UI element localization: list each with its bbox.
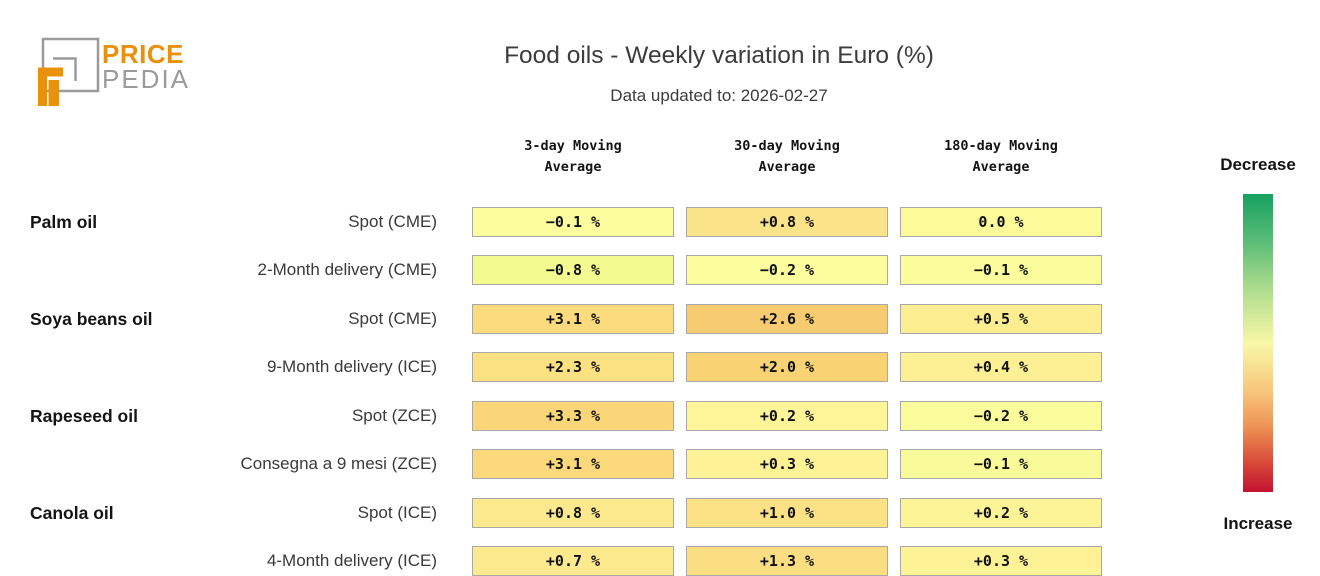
table-row: Canola oil Spot (ICE) +0.8 % +1.0 % +0.2… — [0, 498, 1320, 528]
logo-text-price: PRICE — [102, 39, 184, 69]
column-header-line: 30-day Moving — [734, 138, 840, 154]
group-label-soya-beans-oil: Soya beans oil — [30, 309, 153, 329]
heatmap-cell: +0.8 % — [472, 498, 674, 528]
heatmap-cell: +0.3 % — [900, 546, 1102, 576]
column-header-line: Average — [972, 159, 1030, 175]
logo-gray-corner-icon — [53, 57, 77, 81]
heatmap-cell: 0.0 % — [900, 207, 1102, 237]
heatmap-cell: −0.1 % — [900, 449, 1102, 479]
row-label: Consegna a 9 mesi (ZCE) — [240, 454, 437, 473]
heatmap-cell: −0.1 % — [472, 207, 674, 237]
pricepedia-logo: PRICE PEDIA — [38, 37, 190, 106]
heatmap-cell: +3.3 % — [472, 401, 674, 431]
heatmap-cell: +3.1 % — [472, 449, 674, 479]
table-row: Soya beans oil Spot (CME) +3.1 % +2.6 % … — [0, 304, 1320, 334]
heatmap-cell: −0.2 % — [686, 255, 888, 285]
row-label: 9-Month delivery (ICE) — [266, 357, 437, 376]
heatmap-cell: +2.6 % — [686, 304, 888, 334]
legend-gradient-bar — [1243, 194, 1273, 492]
group-label-palm-oil: Palm oil — [30, 212, 98, 232]
group-label-rapeseed-oil: Rapeseed oil — [30, 406, 138, 426]
table-row: 9-Month delivery (ICE) +2.3 % +2.0 % +0.… — [0, 352, 1320, 382]
table-row: Consegna a 9 mesi (ZCE) +3.1 % +0.3 % −0… — [0, 449, 1320, 479]
heatmap-cell: +0.2 % — [900, 498, 1102, 528]
group-label-canola-oil: Canola oil — [30, 503, 114, 523]
column-header-line: 3-day Moving — [524, 138, 622, 154]
table-row: 2-Month delivery (CME) −0.8 % −0.2 % −0.… — [0, 255, 1320, 285]
table-row: 4-Month delivery (ICE) +0.7 % +1.3 % +0.… — [0, 546, 1320, 576]
heatmap-cell: +0.5 % — [900, 304, 1102, 334]
row-label: Spot (ICE) — [357, 503, 437, 522]
row-label: Spot (CME) — [348, 212, 437, 231]
column-header-30day: 30-day Moving Average — [686, 136, 888, 178]
row-label: Spot (ZCE) — [351, 406, 437, 425]
legend-increase-label: Increase — [1223, 514, 1293, 533]
column-header-180day: 180-day Moving Average — [900, 136, 1102, 178]
heatmap-cell: −0.1 % — [900, 255, 1102, 285]
table-row: Palm oil Spot (CME) −0.1 % +0.8 % 0.0 % — [0, 207, 1320, 237]
logo-orange-corner-icon — [38, 67, 63, 106]
column-header-line: Average — [758, 159, 816, 175]
heatmap-cell: +0.4 % — [900, 352, 1102, 382]
row-label: 4-Month delivery (ICE) — [266, 551, 437, 570]
heatmap-cell: −0.2 % — [900, 401, 1102, 431]
heatmap-cell: +0.3 % — [686, 449, 888, 479]
heatmap-cell: +0.2 % — [686, 401, 888, 431]
data-updated-subtitle: Data updated to: 2026-02-27 — [610, 86, 828, 105]
column-header-3day: 3-day Moving Average — [472, 136, 674, 178]
logo-orange-square-icon — [48, 80, 59, 106]
column-header-line: 180-day Moving — [944, 138, 1058, 154]
heatmap-cell: +0.8 % — [686, 207, 888, 237]
heatmap-cell: +3.1 % — [472, 304, 674, 334]
heatmap-cell: +0.7 % — [472, 546, 674, 576]
row-label: Spot (CME) — [348, 309, 437, 328]
heatmap-cell: +2.3 % — [472, 352, 674, 382]
heatmap-cell: −0.8 % — [472, 255, 674, 285]
legend-decrease-label: Decrease — [1220, 155, 1296, 174]
column-header-line: Average — [544, 159, 602, 175]
table-row: Rapeseed oil Spot (ZCE) +3.3 % +0.2 % −0… — [0, 401, 1320, 431]
logo-text-pedia: PEDIA — [102, 64, 190, 94]
heatmap-cell: +1.3 % — [686, 546, 888, 576]
logo-square-icon — [41, 37, 100, 93]
heatmap-cell: +1.0 % — [686, 498, 888, 528]
row-label: 2-Month delivery (CME) — [257, 260, 438, 279]
page-title: Food oils - Weekly variation in Euro (%) — [504, 42, 934, 69]
heatmap-cell: +2.0 % — [686, 352, 888, 382]
